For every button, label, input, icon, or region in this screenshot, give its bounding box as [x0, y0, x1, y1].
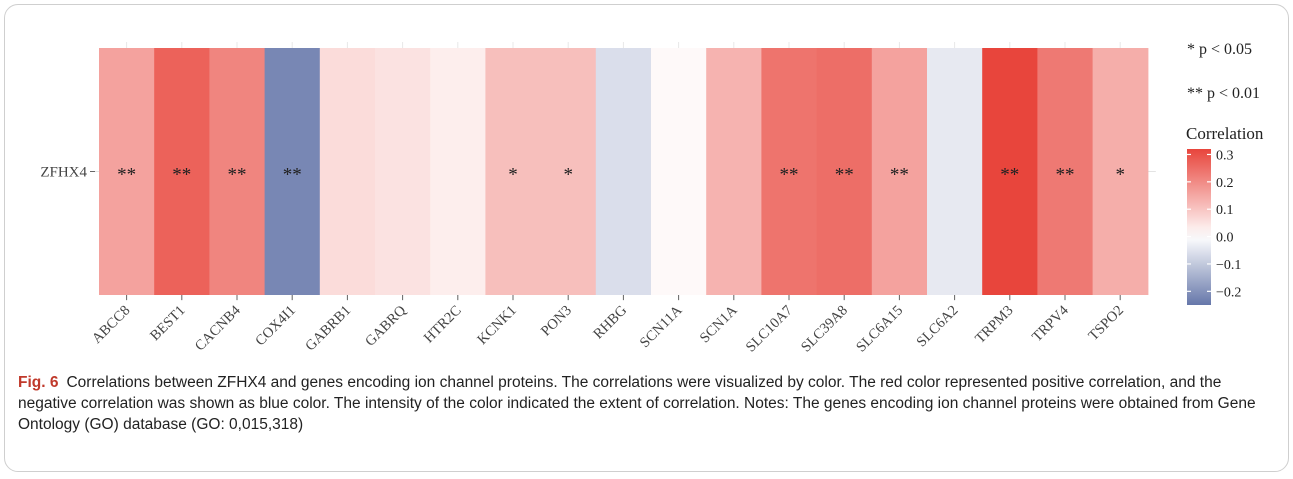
row-labels: ZFHX4	[40, 165, 95, 181]
heatmap-cell	[595, 48, 652, 295]
heatmap-cell	[761, 48, 818, 295]
column-label: HTR2C	[421, 303, 465, 347]
caption-text: Correlations between ZFHX4 and genes enc…	[18, 374, 1256, 433]
heatmap-cell	[375, 48, 431, 295]
significance-label: *	[563, 165, 573, 186]
heatmap-cell	[209, 48, 266, 295]
heatmap-cell	[99, 48, 155, 295]
heatmap-cell	[319, 48, 376, 295]
legend: * p < 0.05 ** p < 0.01 Correlation 0.30.…	[1186, 41, 1264, 305]
column-label: SLC6A15	[853, 303, 906, 356]
significance-label: **	[1000, 165, 1019, 186]
heatmap-cell	[430, 48, 486, 295]
column-label: GABRB1	[302, 303, 354, 355]
column-label: SCN11A	[637, 302, 686, 351]
significance-label: **	[780, 165, 799, 186]
heatmap-cell	[651, 48, 707, 295]
column-label: RHBG	[590, 302, 630, 342]
legend-tick-label: −0.1	[1216, 258, 1241, 273]
legend-tick-label: −0.2	[1216, 285, 1241, 300]
legend-ticks: 0.3 0.2 0.1 0.0 −0.1 −0.2	[1187, 148, 1241, 300]
caption-label: Fig. 6	[18, 374, 59, 391]
heatmap-cell	[706, 48, 762, 295]
heatmap-cell	[485, 48, 542, 295]
column-label: BEST1	[147, 303, 189, 345]
heatmap-cell	[871, 48, 928, 295]
row-label: ZFHX4	[40, 165, 87, 181]
significance-label: **	[117, 165, 136, 186]
column-label: SLC10A7	[743, 303, 796, 356]
column-label: TRPV4	[1029, 302, 1072, 345]
significance-label: **	[172, 165, 191, 186]
significance-label: *	[508, 165, 518, 186]
heatmap-cell	[816, 48, 873, 295]
heatmap-cell	[982, 48, 1038, 295]
heatmap-cells	[99, 48, 1149, 295]
legend-note-p005: * p < 0.05	[1187, 41, 1252, 58]
legend-tick-label: 0.2	[1216, 176, 1234, 191]
significance-label: **	[228, 165, 247, 186]
legend-tick-label: 0.1	[1216, 203, 1234, 218]
heatmap-cell	[540, 48, 597, 295]
heatmap-cell	[1092, 48, 1149, 295]
column-label: CACNB4	[192, 302, 244, 354]
significance-label: **	[1056, 165, 1075, 186]
legend-tick-label: 0.0	[1216, 231, 1234, 246]
significance-label: **	[835, 165, 854, 186]
column-label: COX4I1	[252, 303, 299, 350]
legend-colorbar	[1187, 149, 1211, 305]
heatmap-cell	[927, 48, 983, 295]
column-label: TRPM3	[972, 303, 1016, 347]
legend-note-p001: ** p < 0.01	[1187, 85, 1260, 102]
column-label: SLC6A2	[914, 303, 962, 351]
column-label: TSPO2	[1086, 303, 1128, 345]
heatmap-cell	[154, 48, 210, 295]
significance-label: *	[1115, 165, 1125, 186]
column-label: PON3	[538, 303, 575, 340]
significance-label: **	[890, 165, 909, 186]
heatmap-cell	[264, 48, 321, 295]
figure-caption: Fig. 6 Correlations between ZFHX4 and gen…	[18, 372, 1280, 435]
heatmap-chart: ** ** ** ** * * ** ** ** ** ** * ZFHX4 ABCC8 BEST1 CA…	[40, 41, 1264, 355]
column-label: SLC39A8	[798, 303, 851, 356]
column-labels: ABCC8 BEST1 CACNB4 COX4I1 GABRB1 GABRQ HTR2C KC…	[89, 295, 1127, 355]
column-label: SCN1A	[697, 302, 741, 346]
significance-label: **	[283, 165, 302, 186]
significance-labels: ** ** ** ** * * ** ** ** ** ** *	[117, 165, 1125, 186]
column-label: GABRQ	[362, 302, 410, 350]
legend-title: Correlation	[1186, 124, 1264, 143]
column-label: KCNK1	[474, 303, 519, 348]
legend-tick-label: 0.3	[1216, 148, 1234, 163]
heatmap-cell	[1037, 48, 1094, 295]
column-label: ABCC8	[89, 303, 133, 347]
figure-frame	[4, 4, 1289, 472]
